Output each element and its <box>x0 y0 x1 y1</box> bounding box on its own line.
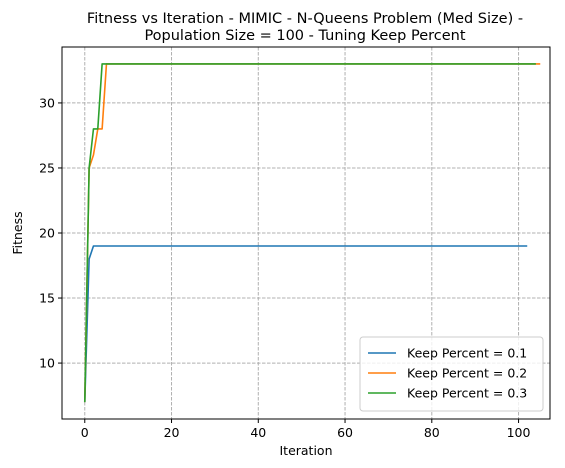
chart-title-line-1: Fitness vs Iteration - MIMIC - N-Queens … <box>87 11 523 27</box>
x-tick-label: 100 <box>507 425 531 440</box>
x-axis-ticks: 0 20 40 60 80 100 <box>81 419 531 440</box>
x-axis-label: Iteration <box>279 443 332 458</box>
y-tick-label: 30 <box>39 95 55 110</box>
y-axis-label: Fitness <box>10 211 25 254</box>
legend-entries: Keep Percent = 0.1 Keep Percent = 0.2 Keep… <box>368 346 527 401</box>
y-tick-label: 25 <box>39 160 55 175</box>
legend-label: Keep Percent = 0.3 <box>407 386 527 401</box>
legend: Keep Percent = 0.1 Keep Percent = 0.2 Keep… <box>359 336 544 412</box>
x-tick-label: 60 <box>337 425 353 440</box>
x-tick-label: 40 <box>250 425 266 440</box>
legend-label: Keep Percent = 0.2 <box>407 366 527 381</box>
x-tick-label: 80 <box>424 425 440 440</box>
series-line-keep-percent-0-3 <box>83 63 536 403</box>
y-tick-label: 20 <box>39 226 55 241</box>
legend-box <box>359 336 544 412</box>
chart-title-line-2: Population Size = 100 - Tuning Keep Perc… <box>144 28 465 44</box>
series-line-keep-percent-0-1 <box>83 245 528 403</box>
y-tick-label: 15 <box>39 291 55 306</box>
series-lines <box>83 63 541 403</box>
y-axis-ticks: 10 15 20 25 30 <box>39 95 62 371</box>
x-tick-label: 20 <box>164 425 180 440</box>
legend-label: Keep Percent = 0.1 <box>407 346 527 361</box>
y-tick-label: 10 <box>39 356 55 371</box>
x-tick-label: 0 <box>81 425 89 440</box>
